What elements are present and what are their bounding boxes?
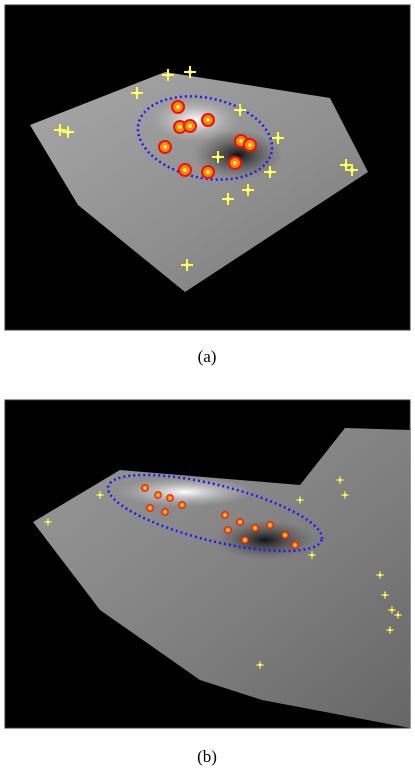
- panel-b: (b): [5, 400, 410, 766]
- caption: (b): [197, 747, 217, 766]
- caption: (a): [198, 347, 217, 366]
- panel-a: (a): [5, 5, 410, 366]
- shadow: [215, 520, 315, 560]
- page: (a) (b) (() => { const data = JSON.parse…: [0, 0, 415, 772]
- figure: (a) (b): [0, 0, 415, 772]
- highlight: [115, 477, 255, 507]
